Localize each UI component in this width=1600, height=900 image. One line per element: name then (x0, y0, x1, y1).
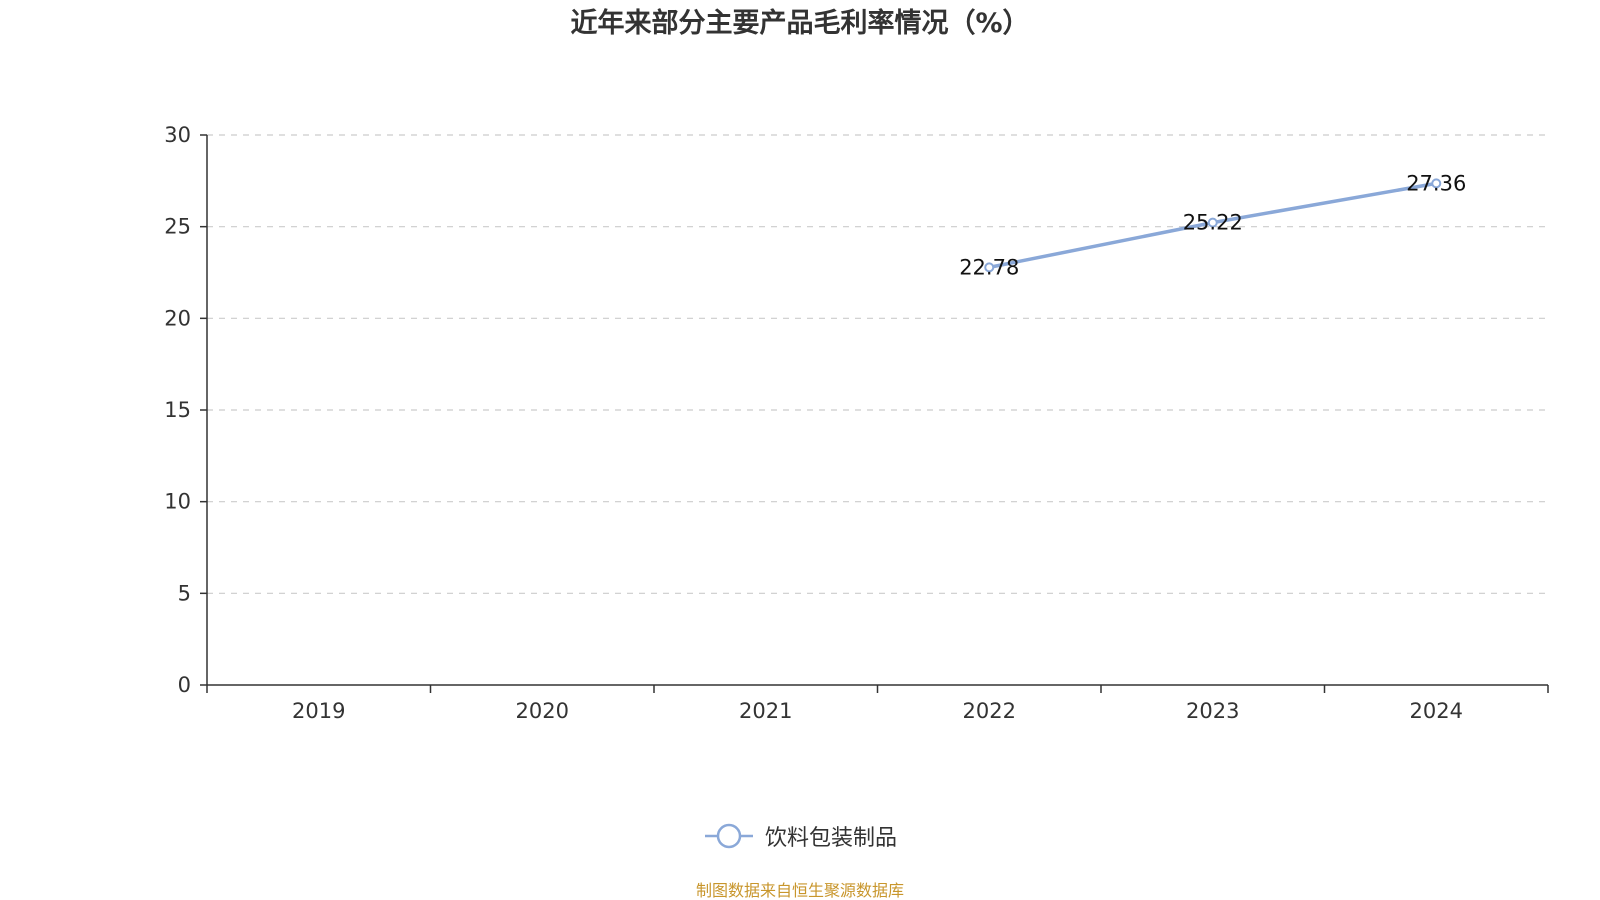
data-point (1207, 217, 1218, 228)
x-tick-label: 2020 (516, 699, 569, 723)
x-tick-label: 2022 (963, 699, 1016, 723)
y-tick-label: 10 (164, 490, 191, 514)
source-note: 制图数据来自恒生聚源数据库 (695, 881, 904, 900)
x-tick-label: 2023 (1186, 699, 1239, 723)
circle-line-marker-icon (704, 823, 753, 849)
data-point (1431, 178, 1442, 189)
y-tick-label: 15 (164, 398, 191, 422)
y-tick-label: 25 (164, 215, 191, 239)
legend[interactable]: 饮料包装制品 (0, 820, 1600, 852)
y-tick-label: 20 (164, 306, 191, 330)
x-tick-label: 2021 (739, 699, 792, 723)
y-tick-label: 30 (164, 123, 191, 147)
y-tick-label: 0 (178, 673, 191, 697)
data-label: 25.22 (1183, 211, 1243, 235)
chart-title: 近年来部分主要产品毛利率情况（%） (570, 8, 1030, 39)
data-label: 27.36 (1406, 171, 1466, 195)
data-label: 22.78 (959, 255, 1019, 279)
x-tick-label: 2019 (292, 699, 345, 723)
x-tick-label: 2024 (1410, 699, 1463, 723)
y-tick-label: 5 (178, 581, 191, 605)
legend-label: 饮料包装制品 (764, 826, 897, 851)
data-point (984, 262, 995, 273)
